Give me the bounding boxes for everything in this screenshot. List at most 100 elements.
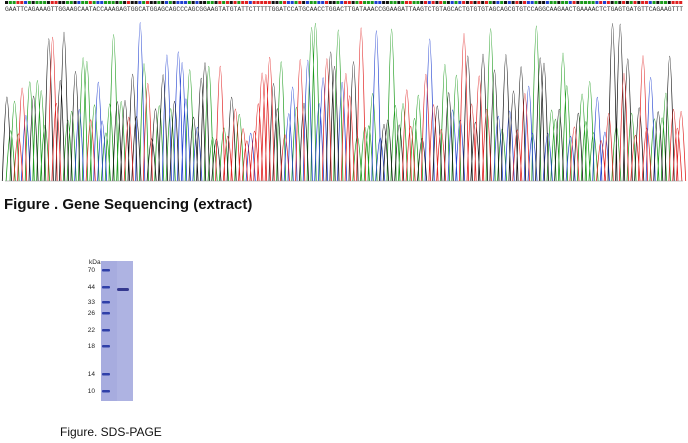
base-block	[184, 1, 188, 4]
trace	[21, 22, 656, 182]
base-block	[203, 1, 207, 4]
base-block	[587, 1, 591, 4]
base-block	[313, 1, 317, 4]
base-block	[260, 1, 264, 4]
base-block	[382, 1, 386, 4]
marker-label: 14	[88, 371, 96, 378]
base-block	[206, 1, 210, 4]
base-block	[142, 1, 146, 4]
base-block	[248, 1, 252, 4]
base-block	[62, 1, 66, 4]
base-block	[218, 1, 222, 4]
base-block	[294, 1, 298, 4]
base-block	[496, 1, 500, 4]
base-block	[58, 1, 62, 4]
base-block	[214, 1, 218, 4]
base-block	[187, 1, 191, 4]
base-block	[568, 1, 572, 4]
base-block	[24, 1, 28, 4]
base-block	[256, 1, 260, 4]
base-block	[336, 1, 340, 4]
base-block	[77, 1, 81, 4]
base-block	[599, 1, 603, 4]
base-block	[397, 1, 401, 4]
base-block	[393, 1, 397, 4]
base-block	[302, 1, 306, 4]
base-block	[583, 1, 588, 4]
base-block	[523, 1, 527, 4]
marker-label: 10	[88, 388, 96, 395]
base-block	[123, 1, 127, 4]
gel-image: kDa 70 44 33 26 22 18 14 10	[88, 259, 133, 401]
figure-caption: Figure. SDS-PAGE	[60, 425, 162, 439]
base-block	[591, 1, 595, 4]
traces	[1, 22, 687, 182]
base-block	[50, 1, 54, 4]
base-block	[675, 1, 679, 4]
base-block	[462, 1, 466, 4]
marker-band	[102, 312, 110, 315]
base-block	[31, 1, 35, 4]
base-block	[210, 1, 214, 4]
base-block	[199, 1, 203, 4]
base-block	[450, 1, 454, 4]
base-block	[435, 1, 439, 4]
base-block	[641, 1, 645, 4]
base-block	[222, 1, 226, 4]
base-block	[637, 1, 641, 4]
base-block	[149, 1, 153, 4]
base-block	[629, 1, 633, 4]
base-block	[553, 1, 557, 4]
base-block	[244, 1, 249, 4]
base-block	[408, 1, 412, 4]
base-block	[157, 1, 161, 4]
base-block	[115, 1, 119, 4]
base-block	[679, 1, 683, 4]
base-block	[614, 1, 618, 4]
base-block	[321, 1, 325, 4]
base-block	[88, 1, 92, 4]
sequence-text: GAATTCAGAAAGTTGGAAGCAATACCAAAGAGTGGCATGG…	[5, 6, 683, 13]
base-block	[279, 1, 283, 4]
base-block	[332, 1, 336, 4]
base-block	[412, 1, 416, 4]
base-block	[328, 1, 332, 4]
unit-label: kDa	[89, 259, 101, 266]
base-block	[81, 1, 85, 4]
base-block	[401, 1, 405, 4]
marker-label: 33	[88, 299, 96, 306]
markers: 70 44 33 26 22 18 14 10	[88, 267, 110, 395]
base-block	[667, 1, 671, 4]
base-block	[557, 1, 561, 4]
marker-label: 26	[88, 310, 96, 317]
base-block	[465, 1, 469, 4]
base-block	[180, 1, 184, 4]
marker-label: 22	[88, 327, 96, 334]
base-block	[473, 1, 477, 4]
base-block	[454, 1, 458, 4]
base-block	[161, 1, 165, 4]
base-block	[290, 1, 294, 4]
base-block	[340, 1, 344, 4]
base-block	[35, 1, 39, 4]
base-block	[526, 1, 530, 4]
base-block	[43, 1, 47, 4]
base-block	[126, 1, 130, 4]
base-block	[164, 1, 169, 4]
base-block	[572, 1, 576, 4]
base-block	[542, 1, 546, 4]
base-block	[370, 1, 374, 4]
base-block	[622, 1, 626, 4]
base-block	[283, 1, 287, 4]
base-block	[618, 1, 622, 4]
trace	[13, 27, 687, 182]
base-block	[576, 1, 580, 4]
base-block	[286, 1, 290, 4]
base-block	[355, 1, 359, 4]
base-block	[484, 1, 488, 4]
base-block	[458, 1, 462, 4]
base-block	[191, 1, 195, 4]
base-block	[564, 1, 568, 4]
base-block	[12, 1, 16, 4]
base-block	[530, 1, 534, 4]
